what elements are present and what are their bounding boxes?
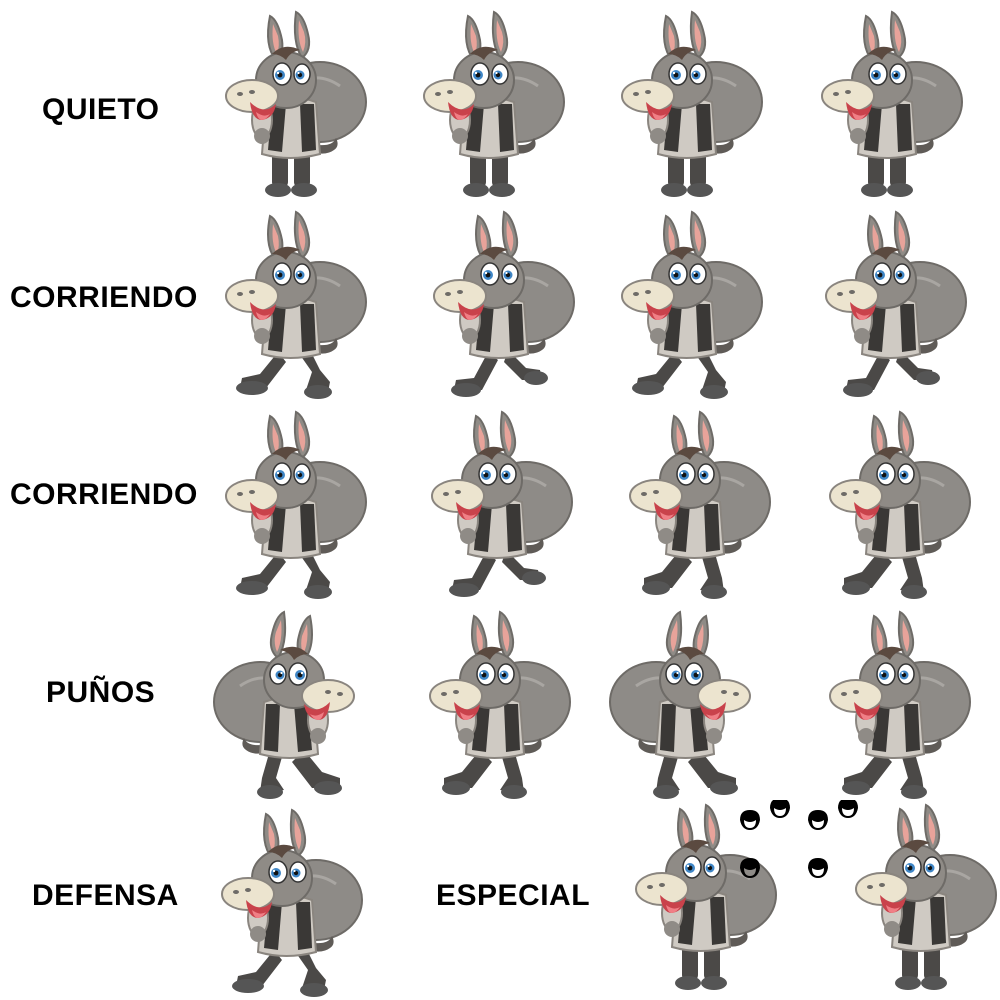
donkey-with-sack-icon — [225, 10, 367, 197]
donkey-with-sack-icon — [213, 610, 355, 799]
donkey-with-sack-icon — [423, 10, 565, 197]
sprite-punch-frame-1 — [200, 602, 380, 802]
row-label-punch: PUÑOS — [46, 676, 156, 709]
sprite-special-frame-2 — [830, 795, 1000, 995]
sprite-defend-frame-1 — [196, 800, 376, 1000]
special-label: ESPECIAL — [436, 879, 591, 912]
donkey-with-sack-icon — [829, 410, 971, 599]
sprite-idle-frame-4 — [796, 2, 976, 202]
sprite-punch-frame-3 — [596, 602, 776, 802]
donkey-with-sack-icon — [609, 610, 751, 799]
donkey-with-sack-icon — [629, 410, 771, 599]
sprite-run-b-frame-4 — [804, 402, 984, 602]
row-label-defend: DEFENSA — [32, 879, 179, 912]
sprite-idle-frame-1 — [200, 2, 380, 202]
sprite-run-a-frame-1 — [200, 202, 380, 402]
donkey-with-sack-icon — [635, 803, 777, 990]
donkey-with-sack-icon — [429, 610, 571, 799]
sprite-run-a-frame-3 — [596, 202, 776, 402]
donkey-with-sack-icon — [433, 210, 575, 397]
donkey-with-sack-icon — [225, 210, 367, 399]
sprite-special-frame-1 — [610, 795, 790, 995]
sprite-run-a-frame-4 — [800, 202, 980, 402]
donkey-with-sack-icon — [621, 210, 763, 399]
hoofprints-icon — [730, 798, 870, 890]
hoofprints-graphic — [740, 798, 858, 878]
donkey-with-sack-icon — [829, 610, 971, 799]
donkey-with-sack-icon — [431, 410, 573, 597]
donkey-with-sack-icon — [221, 808, 363, 997]
donkey-with-sack-icon — [821, 10, 963, 197]
sprite-punch-frame-4 — [804, 602, 984, 802]
sprite-idle-frame-2 — [398, 2, 578, 202]
donkey-with-sack-icon — [225, 410, 367, 599]
row-label-run-a: CORRIENDO — [10, 281, 198, 314]
donkey-with-sack-icon — [855, 803, 997, 990]
sprite-run-b-frame-1 — [200, 402, 380, 602]
donkey-with-sack-icon — [825, 210, 967, 397]
sprite-run-b-frame-3 — [604, 402, 784, 602]
donkey-with-sack-icon — [621, 10, 763, 197]
row-label-run-b: CORRIENDO — [10, 478, 198, 511]
sprite-run-a-frame-2 — [408, 202, 588, 402]
sprite-idle-frame-3 — [596, 2, 776, 202]
row-label-idle: QUIETO — [42, 93, 160, 126]
sprite-run-b-frame-2 — [406, 402, 586, 602]
sprite-punch-frame-2 — [404, 602, 584, 802]
